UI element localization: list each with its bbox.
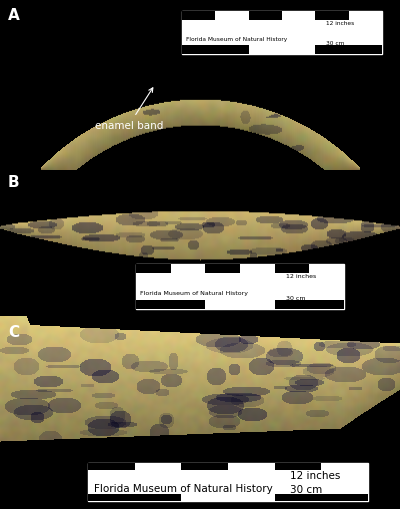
Bar (349, 12, 382, 20)
Bar (282, 12, 315, 20)
Bar (275, 300, 344, 309)
Text: 12 inches: 12 inches (326, 20, 354, 25)
Bar (315, 12, 349, 20)
Text: Florida Museum of Natural History: Florida Museum of Natural History (186, 37, 287, 42)
Bar (182, 12, 215, 20)
Bar (182, 46, 249, 54)
Bar (275, 463, 321, 470)
Bar (88, 463, 368, 501)
Bar (205, 300, 275, 309)
Bar (88, 494, 181, 501)
Bar (182, 12, 382, 54)
Bar (309, 264, 344, 273)
Bar (136, 264, 344, 309)
Bar (249, 12, 282, 20)
Text: B: B (8, 175, 20, 190)
Bar (275, 264, 309, 273)
Bar (275, 494, 368, 501)
Text: 12 inches: 12 inches (286, 273, 316, 278)
Text: 12 inches: 12 inches (290, 470, 340, 480)
Text: 30 cm: 30 cm (326, 41, 344, 46)
Bar (240, 264, 275, 273)
Text: 30 cm: 30 cm (286, 295, 305, 300)
Bar (136, 264, 171, 273)
Bar (228, 463, 275, 470)
Bar (135, 463, 181, 470)
Bar (171, 264, 205, 273)
Text: C: C (8, 325, 19, 340)
Bar (215, 12, 249, 20)
Bar (315, 46, 382, 54)
Bar (88, 463, 135, 470)
Text: Florida Museum of Natural History: Florida Museum of Natural History (94, 483, 272, 493)
Text: Florida Museum of Natural History: Florida Museum of Natural History (140, 291, 248, 296)
Bar (249, 46, 315, 54)
Text: A: A (8, 8, 20, 23)
Text: enamel band: enamel band (95, 89, 163, 130)
Bar (321, 463, 368, 470)
Bar (205, 264, 240, 273)
Text: 30 cm: 30 cm (290, 484, 322, 494)
Bar (136, 300, 205, 309)
Bar (181, 463, 228, 470)
Bar (181, 494, 275, 501)
